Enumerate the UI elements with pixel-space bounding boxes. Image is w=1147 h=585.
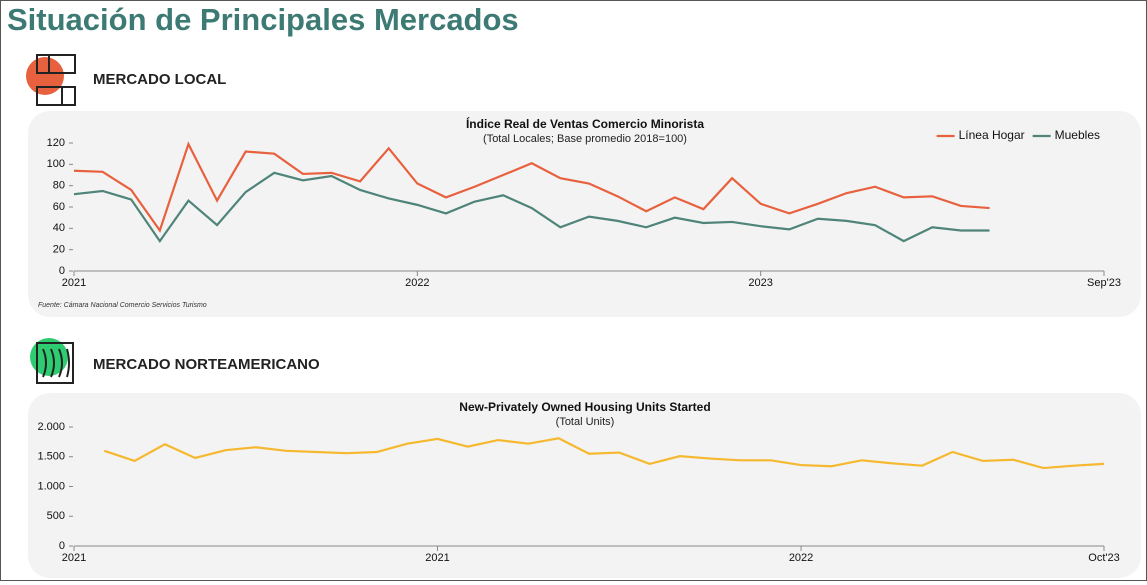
- y-tick-label: 500: [47, 510, 65, 522]
- y-tick-label: 2.000: [37, 421, 65, 433]
- x-tick-label: 2021: [425, 552, 449, 564]
- chart-title: Índice Real de Ventas Comercio Minorista: [466, 116, 704, 131]
- y-tick-label: 1.500: [37, 451, 65, 463]
- x-tick-label: 2022: [405, 277, 429, 289]
- chart-subtitle: (Total Locales; Base promedio 2018=100): [483, 133, 687, 145]
- legend-label: Muebles: [1055, 128, 1100, 142]
- series-line: [103, 437, 1105, 470]
- series-line: [73, 141, 990, 233]
- y-tick-label: 60: [53, 201, 65, 213]
- x-tick-label: 2023: [748, 277, 772, 289]
- section-heading: MERCADO NORTEAMERICANO: [93, 356, 320, 373]
- x-tick-label: Sep'23: [1087, 277, 1121, 289]
- x-tick-label: Oct'23: [1088, 552, 1119, 564]
- y-tick-label: 120: [47, 137, 65, 149]
- x-tick-label: 2021: [62, 552, 86, 564]
- panel: [28, 111, 1141, 317]
- y-tick-label: 20: [53, 244, 65, 256]
- local-icon: [26, 54, 76, 106]
- page-title: Situación de Principales Mercados: [7, 2, 519, 37]
- panel: [28, 393, 1141, 578]
- series-line: [73, 171, 990, 244]
- y-tick-label: 80: [53, 180, 65, 192]
- x-tick-label: 2021: [62, 277, 86, 289]
- legend-label: Línea Hogar: [959, 128, 1025, 142]
- na-icon: [30, 338, 74, 384]
- y-tick-label: 0: [59, 265, 65, 277]
- section-heading: MERCADO LOCAL: [93, 71, 226, 88]
- y-tick-label: 40: [53, 222, 65, 234]
- x-tick-label: 2022: [789, 552, 813, 564]
- y-tick-label: 1.000: [37, 480, 65, 492]
- chart-subtitle: (Total Units): [556, 416, 615, 428]
- y-tick-label: 100: [47, 158, 65, 170]
- y-tick-label: 0: [59, 540, 65, 552]
- source-note: Fuente: Cámara Nacional Comercio Servici…: [38, 302, 207, 309]
- chart-title: New-Privately Owned Housing Units Starte…: [459, 400, 710, 414]
